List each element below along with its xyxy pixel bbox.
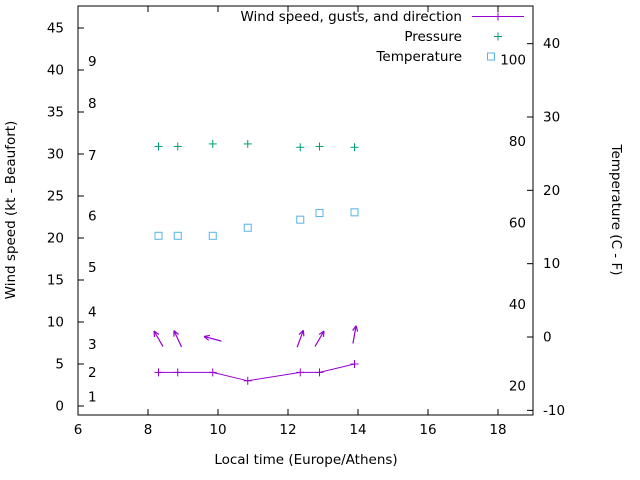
y-right-axis-title: Temperature (C - F) — [608, 144, 624, 276]
y-left-tick-label: 25 — [47, 189, 64, 205]
wind-direction-arrow — [203, 334, 211, 338]
legend-temperature-sample-marker — [487, 52, 495, 61]
wind-direction-arrow — [355, 325, 359, 332]
wind-direction-arrow — [173, 330, 179, 335]
beaufort-label: 8 — [88, 96, 97, 112]
beaufort-label: 9 — [88, 54, 97, 70]
temperature-point — [154, 231, 163, 240]
plot-border — [77, 5, 534, 416]
beaufort-label: 5 — [88, 260, 97, 276]
beaufort-label: 7 — [88, 148, 97, 164]
y-left-tick-label: 40 — [47, 63, 64, 79]
temperature-point — [350, 208, 359, 217]
x-tick-label: 16 — [419, 422, 436, 438]
y-right-tick-label: 40 — [543, 36, 560, 52]
beaufort-label: 2 — [88, 365, 97, 381]
y-left-tick-label: 10 — [47, 315, 64, 331]
wind-direction-arrow — [318, 330, 325, 335]
y-left-tick-label: 30 — [47, 147, 64, 163]
x-tick-label: 14 — [349, 422, 366, 438]
wind-direction-arrow — [203, 335, 222, 342]
temperature-point — [296, 215, 305, 224]
wind-direction-arrow — [352, 325, 357, 331]
beaufort-label: 3 — [88, 337, 97, 353]
fahrenheit-label: 100 — [500, 52, 526, 68]
y-left-tick-label: 45 — [47, 21, 64, 37]
x-tick-label: 10 — [209, 422, 226, 438]
wind-direction-arrow — [153, 330, 160, 335]
x-axis-title: Local time (Europe/Athens) — [214, 452, 397, 468]
wind-direction-arrow — [203, 336, 210, 341]
wind-direction-arrow — [173, 330, 183, 348]
y-left-tick-label: 20 — [47, 231, 64, 247]
beaufort-label: 6 — [88, 209, 97, 225]
temperature-point — [173, 231, 182, 240]
beaufort-label: 1 — [88, 389, 97, 405]
wind-direction-arrow — [153, 330, 156, 338]
y-left-axis-title: Wind speed (kt - Beaufort) — [3, 121, 19, 300]
wind-direction-arrow — [153, 330, 164, 347]
wind-direction-arrow — [352, 325, 357, 344]
y-right-tick-label: 30 — [543, 110, 560, 126]
legend-label-temperature: Temperature — [375, 49, 462, 65]
chart-generated-layer: 6 8 10 12 14 16 18051015202530354045123456789-… — [47, 5, 565, 438]
fahrenheit-label: 80 — [509, 134, 526, 150]
y-left-tick-label: 35 — [47, 105, 64, 121]
x-tick-label: 6 — [74, 422, 83, 438]
y-right-tick-label: 0 — [543, 330, 552, 346]
y-left-tick-label: 0 — [55, 399, 64, 415]
temperature-point — [208, 231, 217, 240]
wind-direction-arrow — [298, 329, 304, 336]
fahrenheit-label: 60 — [509, 215, 526, 231]
wind-direction-arrow — [314, 330, 325, 347]
x-tick-label: 18 — [489, 422, 506, 438]
fahrenheit-label: 40 — [509, 297, 526, 313]
legend-label-wind: Wind speed, gusts, and direction — [240, 9, 462, 25]
beaufort-label: 4 — [88, 304, 97, 320]
legend-label-pressure: Pressure — [404, 29, 462, 45]
wind-direction-arrow — [322, 330, 325, 338]
temperature-point — [243, 223, 252, 232]
temperature-point — [315, 209, 324, 218]
y-right-tick-label: 10 — [543, 256, 560, 272]
y-right-tick-label: 20 — [543, 183, 560, 199]
wind-direction-arrow — [302, 330, 305, 337]
y-left-tick-label: 15 — [47, 273, 64, 289]
wind-speed-line — [158, 363, 355, 382]
wind-direction-arrow — [296, 330, 304, 348]
x-tick-label: 12 — [279, 422, 296, 438]
fahrenheit-label: 20 — [509, 378, 526, 394]
y-left-tick-label: 5 — [55, 357, 64, 373]
y-right-tick-label: -10 — [543, 403, 565, 419]
x-tick-label: 8 — [144, 422, 153, 438]
